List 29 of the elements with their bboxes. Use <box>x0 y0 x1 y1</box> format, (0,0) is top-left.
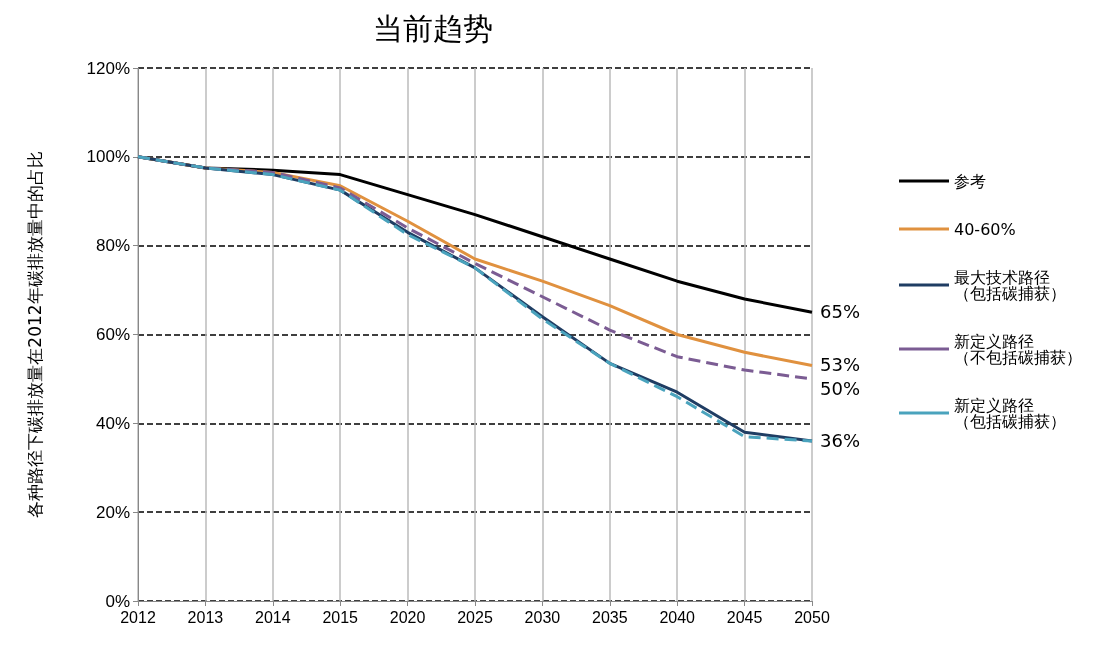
x-tick-label: 2015 <box>322 608 359 626</box>
legend-label: 40-60% <box>954 219 1016 239</box>
x-tick-label: 2025 <box>457 608 493 626</box>
x-tick-label: 2020 <box>389 608 426 626</box>
annotation: 50% <box>820 378 861 400</box>
x-tick-label: 2050 <box>794 608 830 626</box>
x-tick-label: 2013 <box>187 608 224 626</box>
y-tick-label: 120% <box>86 58 130 78</box>
x-tick-label: 2014 <box>255 608 291 626</box>
y-tick-label: 60% <box>95 325 130 344</box>
legend-label: 最大技术路径（包括碳捕获） <box>954 267 1066 303</box>
y-axis-title: 各种路径下碳排放量在2012年碳排放量中的占比 <box>24 151 45 518</box>
x-tick-label: 2045 <box>726 608 763 626</box>
chart-title: 当前趋势 <box>373 10 493 46</box>
legend-label: 新定义路径（不包括碳捕获） <box>954 331 1082 367</box>
y-tick-label: 80% <box>95 236 130 256</box>
x-tick-label: 2040 <box>659 608 696 626</box>
legend-label: 新定义路径（包括碳捕获） <box>954 395 1066 431</box>
legend-label: 参考 <box>954 171 986 191</box>
x-tick-label: 2030 <box>524 608 561 626</box>
annotation: 53% <box>820 354 861 376</box>
annotation: 65% <box>820 300 861 322</box>
annotation: 36% <box>820 429 861 451</box>
y-tick-label: 40% <box>95 413 130 433</box>
y-tick-label: 0% <box>105 591 130 611</box>
y-tick-label: 100% <box>86 147 130 167</box>
x-tick-label: 2012 <box>120 608 156 626</box>
y-tick-label: 20% <box>95 502 130 522</box>
x-tick-label: 2035 <box>592 608 628 626</box>
